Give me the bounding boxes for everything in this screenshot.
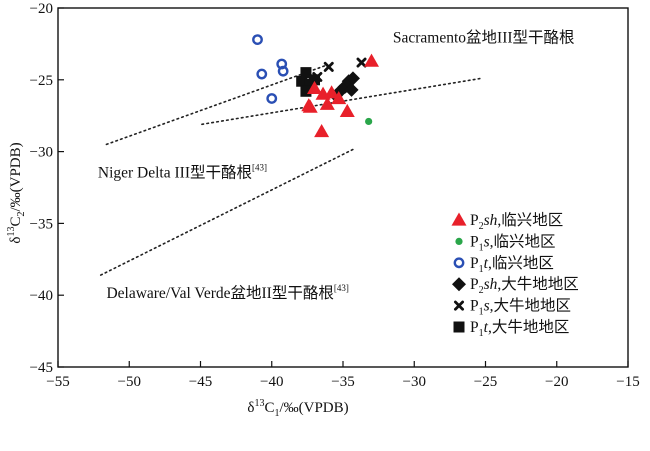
- x-title-sup: 13: [254, 398, 264, 409]
- x-title-mid: C: [264, 400, 274, 416]
- legend: P2sh,临兴地区P1s,临兴地区P1t,临兴地区P2sh,大牛地地区P1s,大…: [451, 211, 579, 339]
- trend-line: [105, 64, 327, 146]
- data-point: [256, 68, 268, 80]
- y-title-sup: 13: [6, 227, 17, 237]
- data-point: [331, 90, 347, 105]
- y-axis-title: δ13C2/‰(VPDB): [6, 142, 27, 243]
- annotation-delaware-ref: [43]: [334, 283, 349, 293]
- data-point: [453, 321, 465, 333]
- annotation-delaware: Delaware/Val Verde盆地II型干酪根[43]: [106, 283, 348, 302]
- data-point: [356, 57, 367, 68]
- x-tick-label: −45: [189, 374, 212, 390]
- y-tick-label: −30: [30, 145, 53, 161]
- legend-label: P1t,大牛地地区: [470, 318, 569, 339]
- x-tick-label: −25: [474, 374, 497, 390]
- x-axis-title: δ13C1/‰(VPDB): [247, 398, 348, 419]
- data-point: [312, 71, 323, 82]
- data-point: [364, 53, 379, 67]
- x-tick-label: −50: [118, 374, 141, 390]
- data-point: [300, 67, 312, 79]
- legend-label: P1t,临兴地区: [470, 254, 554, 275]
- data-point: [452, 277, 466, 292]
- data-point: [339, 103, 355, 118]
- x-tick-label: −20: [545, 374, 568, 390]
- annotation-niger-ref: [43]: [252, 162, 267, 172]
- data-point: [266, 93, 278, 104]
- legend-item: P1s,大牛地地区: [453, 297, 571, 318]
- annotation-niger-delta: Niger Delta III型干酪根[43]: [98, 162, 267, 181]
- data-point: [296, 75, 308, 87]
- data-points: [252, 34, 379, 138]
- trend-line: [99, 147, 356, 276]
- x-tick-label: −35: [331, 374, 354, 390]
- legend-item: P1t,大牛地地区: [453, 318, 569, 339]
- data-point: [324, 85, 340, 99]
- y-tick-label: −35: [30, 216, 53, 232]
- legend-label: P2sh,临兴地区: [470, 211, 563, 232]
- x-title-rest: /‰(VPDB): [279, 400, 348, 416]
- y-tick-label: −20: [30, 1, 53, 17]
- y-tick-label: −40: [30, 288, 53, 304]
- data-point: [344, 82, 359, 97]
- data-point: [455, 237, 463, 245]
- data-point: [323, 61, 334, 72]
- x-tick-label: −15: [616, 374, 639, 390]
- data-point: [365, 117, 373, 126]
- y-tick-label: −25: [30, 73, 53, 89]
- x-tick-label: −55: [46, 374, 69, 390]
- data-point: [252, 34, 263, 45]
- y-title-mid: C: [8, 217, 24, 227]
- annotation-sacramento: Sacramento盆地III型干酪根: [393, 28, 575, 46]
- data-point: [302, 99, 318, 113]
- legend-label: P1s,临兴地区: [470, 232, 556, 253]
- legend-item: P2sh,大牛地地区: [452, 275, 579, 296]
- y-title-rest: /‰(VPDB): [8, 142, 24, 211]
- data-point: [453, 300, 465, 311]
- x-tick-label: −30: [403, 374, 426, 390]
- legend-item: P1s,临兴地区: [455, 232, 556, 253]
- x-title-main: δ: [247, 400, 254, 416]
- data-point: [451, 212, 467, 226]
- legend-label: P2sh,大牛地地区: [470, 275, 579, 296]
- y-title-sub: 2: [16, 212, 27, 217]
- legend-item: P2sh,临兴地区: [451, 211, 563, 232]
- data-point: [453, 257, 465, 269]
- y-title-main: δ: [8, 237, 24, 244]
- data-point: [314, 123, 330, 138]
- y-tick-label: −45: [30, 360, 53, 376]
- x-tick-label: −40: [260, 374, 283, 390]
- data-point: [277, 65, 289, 77]
- legend-label: P1s,大牛地地区: [470, 297, 571, 318]
- x-title-sub: 1: [274, 408, 279, 419]
- data-point: [319, 96, 335, 110]
- data-point: [307, 80, 322, 95]
- axis-ticks: −55 −50 −45 −40 −35 −30 −25 −20 −15 −20 −25 −30 −35 −…: [30, 1, 640, 390]
- data-point: [345, 71, 360, 86]
- data-point: [300, 85, 312, 97]
- legend-item: P1t,临兴地区: [453, 254, 554, 275]
